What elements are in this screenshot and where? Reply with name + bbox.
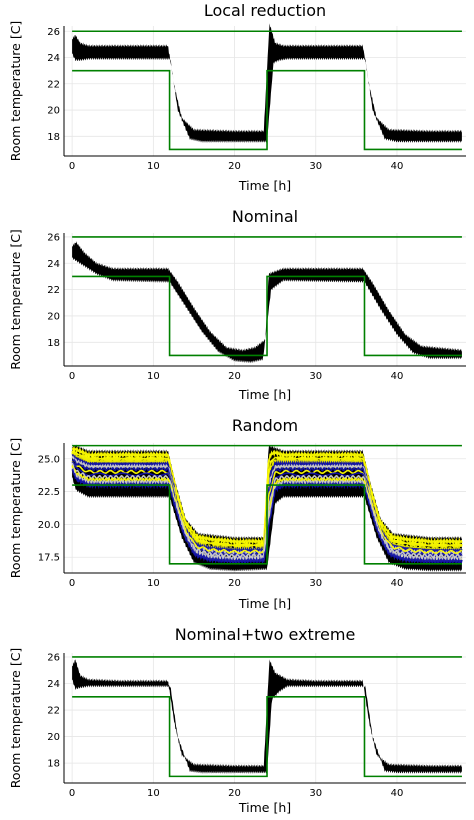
lower-bound-line	[72, 69, 462, 151]
x-tick-label: 40	[391, 578, 404, 589]
lower-bound-line	[72, 695, 462, 778]
x-axis-label: Time [h]	[238, 800, 291, 815]
y-tick-label: 17.5	[38, 553, 60, 564]
y-tick-label: 20	[47, 311, 60, 322]
y-axis-label: Room temperature [C]	[8, 648, 23, 789]
chart-title: Nominal	[232, 207, 298, 226]
y-axis-label: Room temperature [C]	[8, 229, 23, 370]
chart-panel-1: 0 10 20 30 40 18 20 22 24 26 Local reduction Time […	[8, 1, 466, 193]
x-tick-label: 0	[69, 578, 75, 589]
lower-bound-line	[72, 275, 462, 357]
x-tick-label: 20	[228, 578, 241, 589]
y-tick-label: 22	[47, 285, 60, 296]
x-axis-label: Time [h]	[238, 596, 291, 611]
x-tick-label: 20	[228, 371, 241, 382]
x-tick-label: 0	[69, 371, 75, 382]
chart-title: Random	[232, 416, 298, 435]
y-axis-label: Room temperature [C]	[8, 438, 23, 579]
y-tick-label: 18	[47, 759, 60, 770]
y-tick-label: 18	[47, 132, 60, 143]
y-tick-label: 22	[47, 706, 60, 717]
y-tick-label: 20.0	[38, 520, 60, 531]
y-tick-label: 24	[47, 259, 60, 270]
x-tick-label: 10	[147, 371, 160, 382]
chart-panel-3: 0 10 20 30 40 17.5 20.0 22.5 25.0 Random Time [h] R…	[8, 416, 466, 611]
x-tick-label: 30	[309, 788, 322, 799]
temperature-band	[72, 241, 462, 364]
chart-panel-4: 0 10 20 30 40 18 20 22 24 26 Nominal+two extreme Ti…	[8, 625, 466, 815]
x-tick-label: 10	[147, 161, 160, 172]
x-tick-label: 0	[69, 161, 75, 172]
x-tick-label: 20	[228, 161, 241, 172]
y-tick-label: 25.0	[38, 454, 60, 465]
x-tick-label: 20	[228, 788, 241, 799]
x-tick-label: 30	[309, 161, 322, 172]
y-tick-label: 20	[47, 106, 60, 117]
y-tick-label: 26	[47, 27, 60, 38]
x-tick-label: 40	[391, 161, 404, 172]
x-axis-label: Time [h]	[238, 178, 291, 193]
y-tick-label: 24	[47, 679, 60, 690]
x-tick-label: 40	[391, 788, 404, 799]
y-tick-label: 26	[47, 232, 60, 243]
y-axis-label: Room temperature [C]	[8, 21, 23, 162]
chart-title: Local reduction	[204, 1, 326, 20]
y-tick-label: 22.5	[38, 487, 60, 498]
x-tick-label: 10	[147, 788, 160, 799]
y-tick-label: 20	[47, 732, 60, 743]
chart-panel-2: 0 10 20 30 40 18 20 22 24 26 Nominal Time [h] Room t…	[8, 207, 466, 402]
x-tick-label: 30	[309, 371, 322, 382]
chart-title: Nominal+two extreme	[175, 625, 356, 644]
x-axis-label: Time [h]	[238, 387, 291, 402]
x-tick-label: 30	[309, 578, 322, 589]
y-tick-label: 26	[47, 652, 60, 663]
y-tick-label: 24	[47, 53, 60, 64]
y-tick-label: 22	[47, 79, 60, 90]
x-tick-label: 10	[147, 578, 160, 589]
y-tick-label: 18	[47, 338, 60, 349]
lower-bound-line	[72, 484, 462, 565]
x-tick-label: 40	[391, 371, 404, 382]
x-tick-label: 0	[69, 788, 75, 799]
